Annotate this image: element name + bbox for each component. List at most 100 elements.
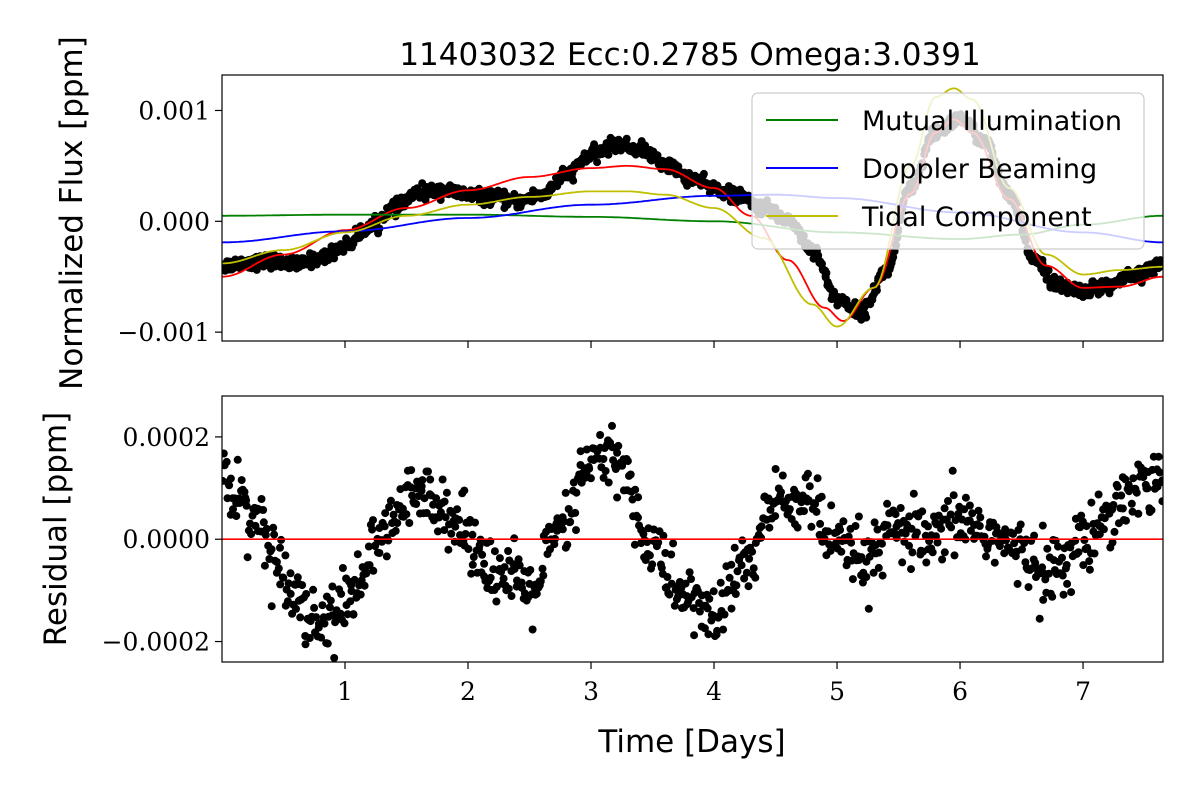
data-point	[766, 505, 775, 514]
data-point	[1147, 506, 1156, 515]
data-point	[948, 466, 957, 475]
data-point	[599, 473, 608, 482]
data-point	[765, 523, 774, 532]
data-point	[1127, 499, 1136, 508]
data-point	[259, 518, 268, 527]
data-point	[813, 474, 822, 483]
data-point	[464, 545, 473, 553]
data-point	[284, 579, 293, 588]
data-point	[281, 551, 290, 560]
data-point	[293, 573, 302, 582]
data-point	[325, 603, 334, 612]
data-point	[447, 529, 456, 538]
data-point	[362, 569, 371, 578]
data-point	[848, 575, 857, 584]
data-point	[309, 585, 318, 594]
data-point	[951, 516, 960, 525]
data-point	[1024, 583, 1033, 592]
data-point	[757, 522, 766, 531]
data-point	[631, 485, 640, 494]
data-point	[572, 488, 581, 497]
data-point	[990, 558, 999, 567]
data-point	[909, 489, 918, 498]
data-point	[320, 619, 329, 628]
data-point	[356, 590, 365, 599]
data-point	[1122, 516, 1130, 525]
data-point	[407, 466, 416, 475]
data-point	[499, 574, 508, 583]
data-point	[318, 601, 327, 610]
data-point	[865, 552, 874, 561]
data-point	[817, 492, 826, 501]
data-point	[928, 548, 937, 557]
data-point	[1054, 542, 1062, 551]
data-point	[504, 584, 513, 593]
data-point	[1109, 501, 1118, 509]
data-point	[1094, 490, 1103, 499]
data-point	[371, 541, 380, 550]
data-point	[1018, 545, 1026, 554]
data-point	[480, 559, 489, 568]
data-point	[630, 540, 639, 549]
data-point	[274, 564, 283, 573]
data-point	[685, 568, 694, 577]
data-point	[870, 518, 879, 527]
data-point	[918, 507, 927, 516]
data-point	[1085, 565, 1094, 574]
data-point	[412, 500, 421, 508]
data-point	[874, 563, 883, 572]
data-point	[1043, 544, 1052, 553]
data-point	[569, 176, 578, 185]
scatter-series	[222, 421, 1163, 662]
data-point	[604, 150, 613, 159]
flux-axes-frame	[221, 74, 1164, 342]
data-point	[705, 594, 714, 603]
data-point	[731, 590, 740, 598]
data-point	[1062, 561, 1071, 569]
data-point	[539, 571, 548, 580]
data-point	[471, 518, 479, 527]
data-point	[1118, 504, 1127, 513]
data-point	[744, 582, 753, 591]
data-point	[924, 522, 932, 531]
data-point	[1038, 563, 1047, 572]
data-point	[296, 613, 305, 622]
data-point	[727, 604, 736, 613]
data-point	[323, 639, 332, 648]
data-point	[528, 625, 537, 634]
data-point	[648, 560, 657, 569]
data-point	[369, 566, 378, 575]
data-point	[276, 580, 285, 589]
data-point	[510, 534, 519, 543]
data-point	[875, 548, 883, 557]
data-point	[709, 587, 718, 596]
data-point	[1044, 569, 1053, 578]
data-point	[862, 573, 871, 581]
data-point	[689, 604, 698, 613]
data-point	[836, 525, 845, 534]
data-point	[229, 505, 237, 514]
data-point	[418, 476, 427, 485]
data-point	[586, 474, 595, 483]
data-point	[1143, 484, 1152, 493]
data-point	[353, 550, 362, 559]
data-point	[225, 481, 234, 490]
data-point	[742, 568, 751, 577]
data-point	[561, 488, 570, 497]
data-point	[738, 536, 747, 545]
data-point	[1108, 538, 1117, 547]
legend-label: Doppler Beaming	[862, 154, 1097, 185]
data-point	[507, 592, 516, 600]
data-point	[777, 488, 785, 497]
data-point	[961, 493, 970, 502]
data-point	[778, 471, 787, 480]
x-tick-label: 7	[1075, 677, 1091, 706]
data-point	[330, 654, 339, 662]
data-point	[1041, 575, 1050, 584]
residual-plot-area	[222, 421, 1163, 662]
data-point	[1082, 522, 1091, 531]
data-point	[461, 530, 470, 538]
data-point	[576, 447, 585, 456]
data-point	[455, 515, 464, 524]
data-point	[298, 581, 307, 590]
